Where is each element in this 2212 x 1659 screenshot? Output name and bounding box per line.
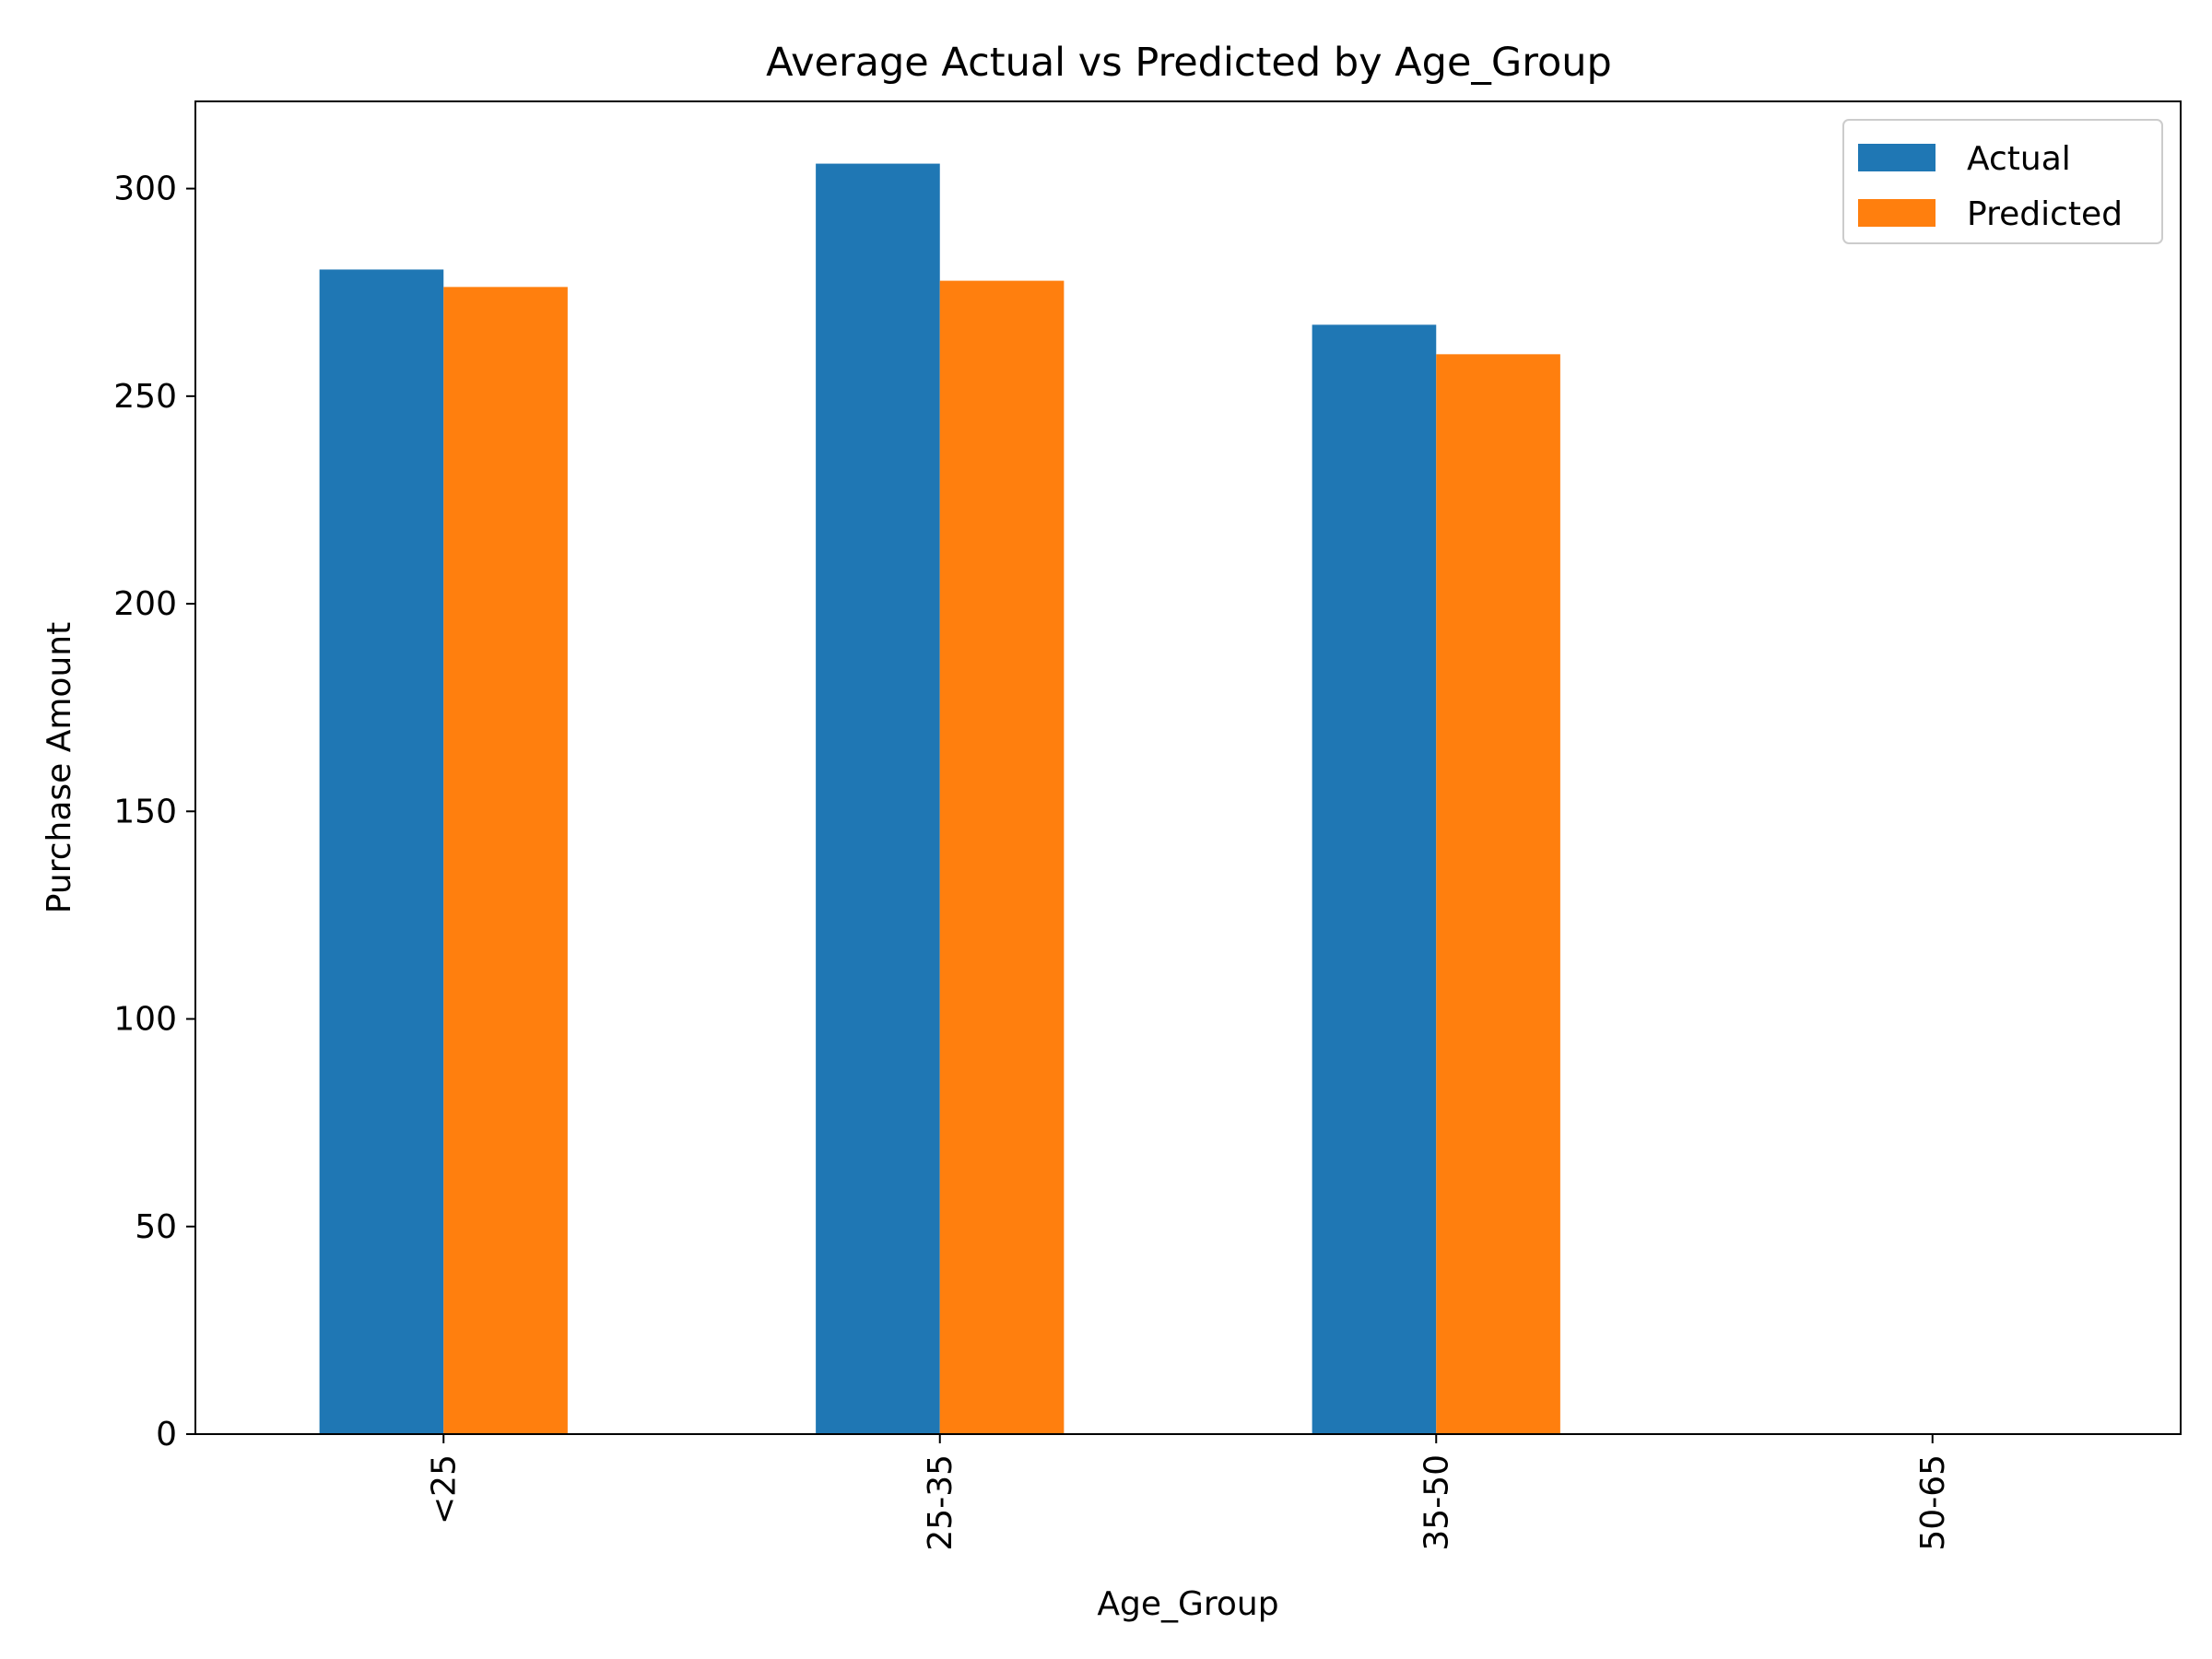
x-tick-label: 25-35 [922, 1454, 959, 1551]
bar-predicted-2 [1436, 354, 1560, 1434]
x-tick-label: <25 [425, 1454, 463, 1524]
legend-label-actual: Actual [1967, 140, 2071, 178]
chart-title: Average Actual vs Predicted by Age_Group [766, 40, 1612, 86]
y-tick-label: 200 [113, 585, 177, 623]
bar-actual-1 [816, 163, 940, 1435]
x-tick-label: 50-65 [1914, 1454, 1952, 1551]
legend: Actual Predicted [1842, 119, 2163, 244]
bar-predicted-1 [939, 280, 1065, 1435]
y-tick-label: 100 [113, 1001, 177, 1039]
y-tick-label: 0 [156, 1416, 177, 1453]
y-tick-label: 50 [135, 1208, 177, 1246]
x-tick-label: 35-50 [1418, 1454, 1455, 1551]
x-axis: <25 25-35 35-50 50-65 [425, 1434, 1952, 1551]
y-tick-label: 250 [113, 378, 177, 416]
legend-swatch-predicted [1858, 199, 1936, 227]
y-tick-label: 150 [113, 793, 177, 830]
bar-predicted-0 [443, 287, 568, 1434]
bar-actual-2 [1312, 324, 1437, 1434]
y-tick-label: 300 [113, 171, 177, 208]
bar-actual-0 [319, 269, 444, 1435]
plot-frame [194, 100, 2182, 1435]
legend-label-predicted: Predicted [1967, 195, 2123, 233]
x-axis-title: Age_Group [1097, 1585, 1278, 1623]
y-axis: 0 50 100 150 200 250 300 [113, 171, 195, 1453]
y-axis-title: Purchase Amount [41, 622, 78, 913]
bars-group [319, 163, 1560, 1435]
legend-swatch-actual [1858, 144, 1936, 171]
